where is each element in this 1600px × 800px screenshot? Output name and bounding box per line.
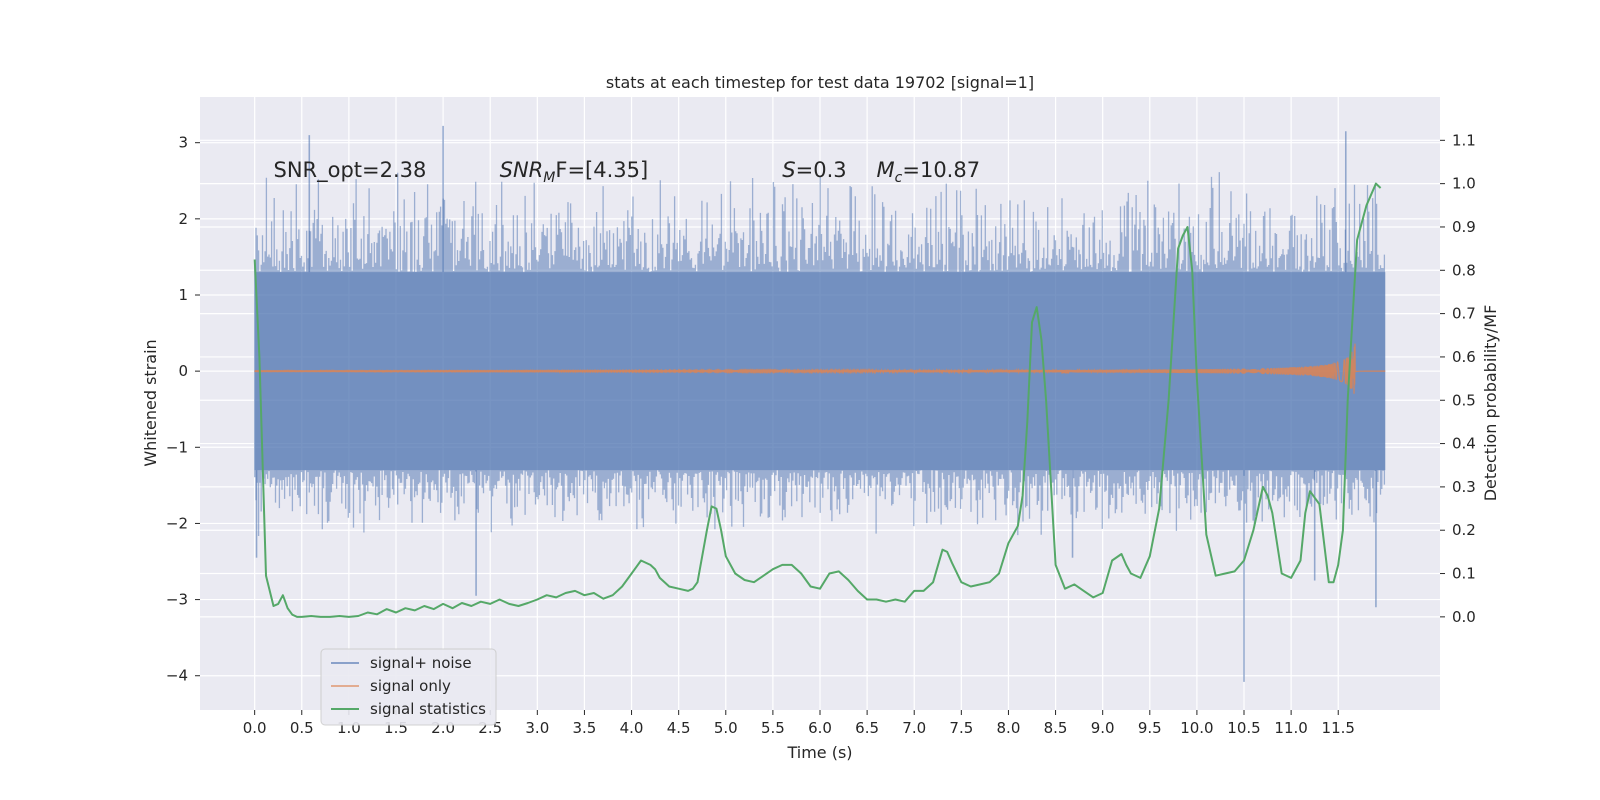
- x-tick-label: 4.0: [620, 719, 644, 737]
- x-tick-label: 5.0: [714, 719, 738, 737]
- x-tick-label: 8.5: [1044, 719, 1068, 737]
- y2-tick-label: 0.4: [1452, 435, 1476, 453]
- y2-tick-label: 0.9: [1452, 218, 1476, 236]
- x-tick-label: 3.5: [573, 719, 597, 737]
- legend-label-signal-statistics: signal statistics: [370, 700, 486, 718]
- x-tick-label: 10.5: [1227, 719, 1260, 737]
- y2-tick-label: 0.5: [1452, 391, 1476, 409]
- signal-statistics-series: [253, 182, 1382, 618]
- x-tick-label: 9.0: [1091, 719, 1115, 737]
- y2-tick-label: 0.6: [1452, 348, 1476, 366]
- y-tick-label: 1: [178, 286, 188, 304]
- x-tick-label: 11.5: [1322, 719, 1355, 737]
- x-tick-label: 9.5: [1138, 719, 1162, 737]
- x-tick-label: 7.0: [902, 719, 926, 737]
- y-tick-label: −2: [166, 514, 188, 532]
- y-tick-label: −4: [166, 667, 188, 685]
- y-tick-label: 0: [178, 362, 188, 380]
- y2-tick-label: 0.7: [1452, 305, 1476, 323]
- y-tick-label: −1: [166, 438, 188, 456]
- legend: signal+ noise signal only signal statist…: [320, 648, 497, 726]
- annotation-2: S=0.3: [782, 158, 846, 182]
- x-tick-label: 10.0: [1180, 719, 1213, 737]
- y2-tick-label: 0.8: [1452, 261, 1476, 279]
- y-axis-label: Whitened strain: [141, 339, 160, 466]
- y2-tick-label: 0.3: [1452, 478, 1476, 496]
- x-tick-label: 11.0: [1274, 719, 1307, 737]
- annotations: SNR_opt=2.38 SNRMF=[4.35] S=0.3 Mc=10.87: [273, 158, 980, 186]
- y2-tick-label: 0.2: [1452, 521, 1476, 539]
- y2-tick-label: 0.1: [1452, 565, 1476, 583]
- annotation-0: SNR_opt=2.38: [273, 158, 426, 183]
- y-axis-ticks: −4 −3 −2 −1 0 1 2 3: [166, 134, 200, 685]
- x-tick-label: 0.0: [243, 719, 267, 737]
- y2-tick-label: 1.1: [1452, 131, 1476, 149]
- annotation-3: Mc=10.87: [877, 158, 981, 186]
- x-axis-ticks: 0.0 0.5 1.0 1.5 2.0 2.5 3.0 3.5 4.0 4.5 5.0 5.5 6.0 6…: [243, 710, 1355, 737]
- y2-tick-label: 1.0: [1452, 175, 1476, 193]
- x-tick-label: 8.0: [997, 719, 1021, 737]
- annotation-1: SNRMF=[4.35]: [500, 158, 649, 186]
- chart-title: stats at each timestep for test data 197…: [606, 73, 1034, 92]
- legend-box: [320, 648, 497, 726]
- signal-statistics-line: [253, 182, 1382, 618]
- x-tick-label: 0.5: [290, 719, 314, 737]
- legend-label-signal-only: signal only: [370, 677, 451, 695]
- x-tick-label: 5.5: [761, 719, 785, 737]
- legend-label-signal-noise: signal+ noise: [370, 654, 472, 672]
- y2-tick-label: 0.0: [1452, 608, 1476, 626]
- y2-axis-label: Detection probability/MF: [1481, 305, 1500, 502]
- y-tick-label: 3: [178, 134, 188, 152]
- y-tick-label: 2: [178, 210, 188, 228]
- x-axis-label: Time (s): [786, 743, 852, 762]
- x-tick-label: 4.5: [667, 719, 691, 737]
- x-tick-label: 6.0: [808, 719, 832, 737]
- x-tick-label: 6.5: [855, 719, 879, 737]
- y2-axis-ticks: 0.0 0.1 0.2 0.3 0.4 0.5 0.6 0.7 0.8 0.9 1.0 1.1: [1440, 131, 1476, 626]
- x-tick-label: 3.0: [525, 719, 549, 737]
- y-tick-label: −3: [166, 591, 188, 609]
- x-tick-label: 7.5: [949, 719, 973, 737]
